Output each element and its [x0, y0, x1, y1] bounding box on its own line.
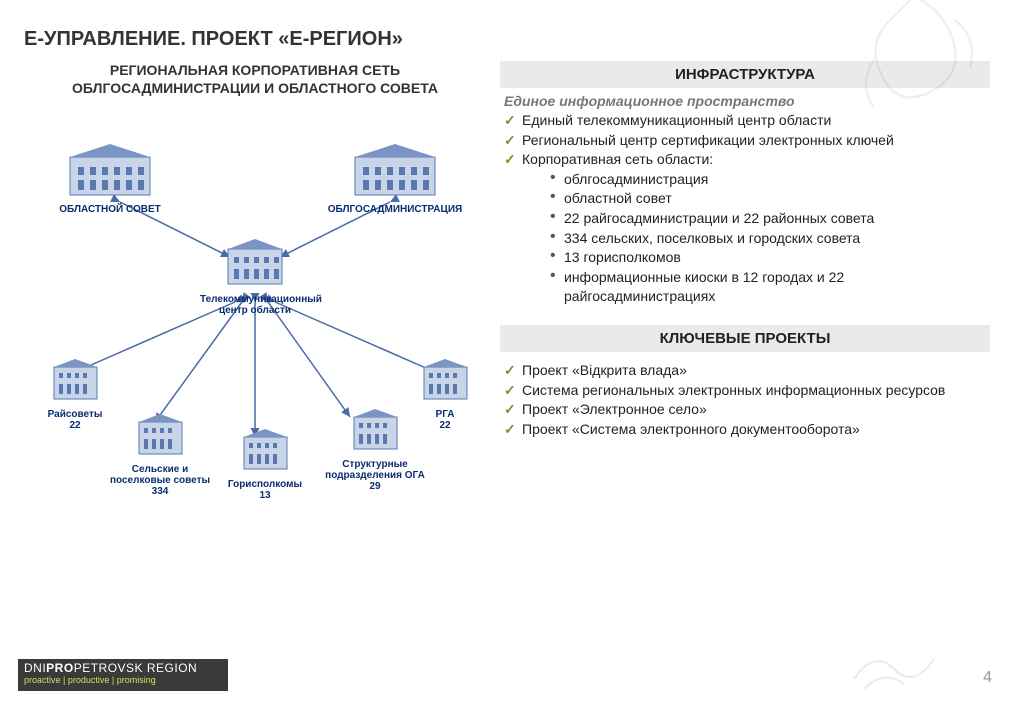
project-item: Проект «Відкрита влада»	[504, 361, 986, 381]
infra-subitem: информационные киоски в 12 городах и 22 …	[550, 268, 990, 307]
diagram-title: РЕГИОНАЛЬНАЯ КОРПОРАТИВНАЯ СЕТЬ ОБЛГОСАД…	[20, 61, 490, 97]
infra-item: Единый телекоммуникационный центр област…	[504, 111, 986, 131]
project-item: Система региональных электронных информа…	[504, 381, 986, 401]
infra-item: Региональный центр сертификации электрон…	[504, 131, 986, 151]
footer-logo: DNIPROPETROVSK REGION proactive | produc…	[18, 659, 228, 691]
decorative-bottom	[834, 629, 954, 699]
infra-sublist: облгосадминистрация областной совет 22 р…	[500, 170, 990, 307]
infra-subitem: 334 сельских, поселковых и городских сов…	[550, 229, 990, 249]
infra-subitem: 13 горисполкомов	[550, 248, 990, 268]
node-center-label: Телекоммуникационныйцентр области	[200, 294, 310, 316]
node-strukt: Структурныеподразделения ОГА29	[315, 407, 435, 492]
node-raysovet: Райсоветы22	[35, 357, 115, 431]
infra-subitem: областной совет	[550, 189, 990, 209]
infra-item: Корпоративная сеть области:	[504, 150, 986, 170]
node-center: Телекоммуникационныйцентр области	[200, 237, 310, 316]
project-item: Проект «Система электронного документооб…	[504, 420, 986, 440]
project-item: Проект «Электронное село»	[504, 400, 986, 420]
node-selskie: Сельские ипоселковые советы334	[105, 412, 215, 497]
infra-list: Единый телекоммуникационный центр област…	[500, 111, 990, 170]
infra-subitem: 22 райгосадминистрации и 22 районных сов…	[550, 209, 990, 229]
node-council: ОБЛАСТНОЙ СОВЕТ	[40, 142, 180, 215]
node-admin: ОБЛГОСАДМИНИСТРАЦИЯ	[320, 142, 470, 215]
projects-list: Проект «Відкрита влада» Система регионал…	[500, 361, 990, 439]
page-number: 4	[983, 669, 992, 687]
network-diagram: ОБЛАСТНОЙ СОВЕТ ОБЛГОСАДМИНИСТРАЦИЯ Теле…	[20, 107, 490, 527]
infra-subitem: облгосадминистрация	[550, 170, 990, 190]
projects-header: КЛЮЧЕВЫЕ ПРОЕКТЫ	[500, 325, 990, 352]
node-gorispolkom: Горисполкомы13	[220, 427, 310, 501]
